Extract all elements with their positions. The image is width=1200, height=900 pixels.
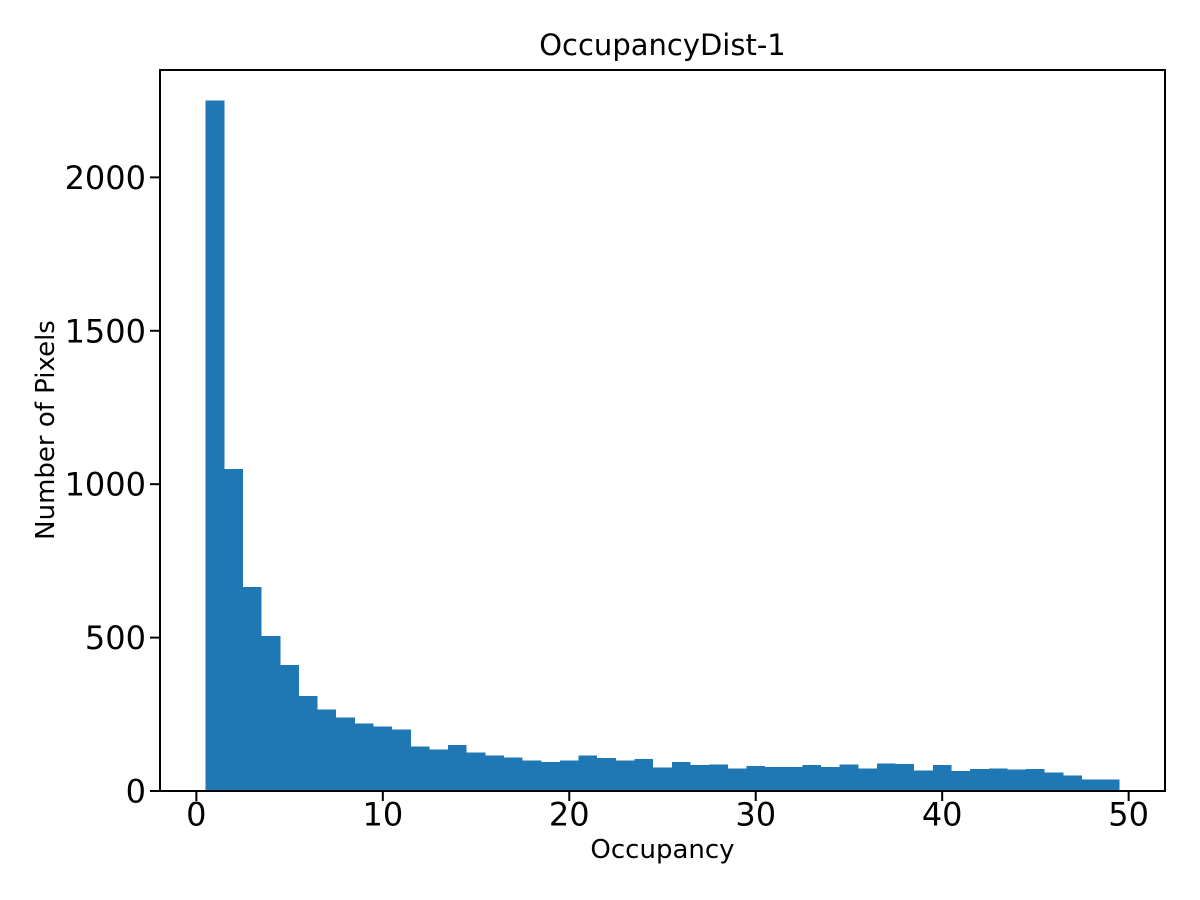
histogram-bar [485,755,505,791]
x-axis-label: Occupancy [590,835,735,865]
x-tick-label: 40 [922,796,963,834]
histogram-bar [746,765,766,791]
histogram-bar [802,765,821,791]
y-tick-label: 0 [126,773,146,811]
histogram-bar [392,729,411,791]
chart-title: OccupancyDist-1 [539,28,786,62]
histogram-bar [261,636,281,791]
histogram-bar [578,755,598,791]
histogram-bar [709,764,728,791]
histogram-bar [280,665,299,791]
x-tick-label: 0 [186,796,206,834]
x-tick-label: 50 [1108,796,1149,834]
histogram-bar [559,760,579,791]
histogram-bar [951,771,971,791]
histogram-bar [1007,769,1027,791]
histogram-bar [783,767,803,791]
histogram-bar [634,758,654,791]
histogram-bar [839,764,859,791]
plot-frame [159,69,1166,792]
histogram-bar [1063,775,1083,791]
histogram-bar [317,709,337,791]
histogram-bar [876,763,896,791]
histogram-bar [1082,779,1101,791]
histogram-bar [298,695,318,791]
histogram-bar [1026,769,1045,791]
histogram-bar [429,749,449,791]
histogram-bar [1044,772,1064,791]
histogram-bar [653,767,672,791]
histogram-bar [504,757,523,791]
x-tick-label: 30 [735,796,776,834]
histogram-bar [858,768,877,791]
histogram-bar [615,760,635,791]
histogram-bar [727,768,747,791]
y-axis-label: Number of Pixels [31,320,61,540]
histogram-bar [224,468,243,791]
histogram-bar [205,100,225,792]
histogram-bar [541,761,560,791]
histogram-bar [932,765,952,791]
histogram-bar [242,586,262,791]
histogram-bar [1100,779,1120,791]
histogram-bar [820,767,840,791]
histogram-bar [466,752,486,791]
y-tick-label: 500 [85,619,146,657]
histogram-bar [690,765,710,791]
histogram-bar [597,757,616,791]
histogram-bar [671,761,691,791]
histogram-bar [522,760,542,791]
y-tick-label: 2000 [65,159,146,197]
histogram-bar [354,723,374,791]
histogram-bar [373,726,393,791]
histogram-bar [970,769,989,791]
y-tick-label: 1500 [65,312,146,350]
histogram-bar [336,717,355,791]
x-tick-label: 20 [549,796,590,834]
histogram-bar [448,744,467,791]
histogram-bar [895,764,915,791]
x-tick-label: 10 [362,796,403,834]
histogram-bar [765,767,784,791]
y-tick-label: 1000 [65,466,146,504]
histogram-bar [410,746,430,791]
histogram-bar [914,770,933,791]
histogram-bar [988,768,1008,791]
